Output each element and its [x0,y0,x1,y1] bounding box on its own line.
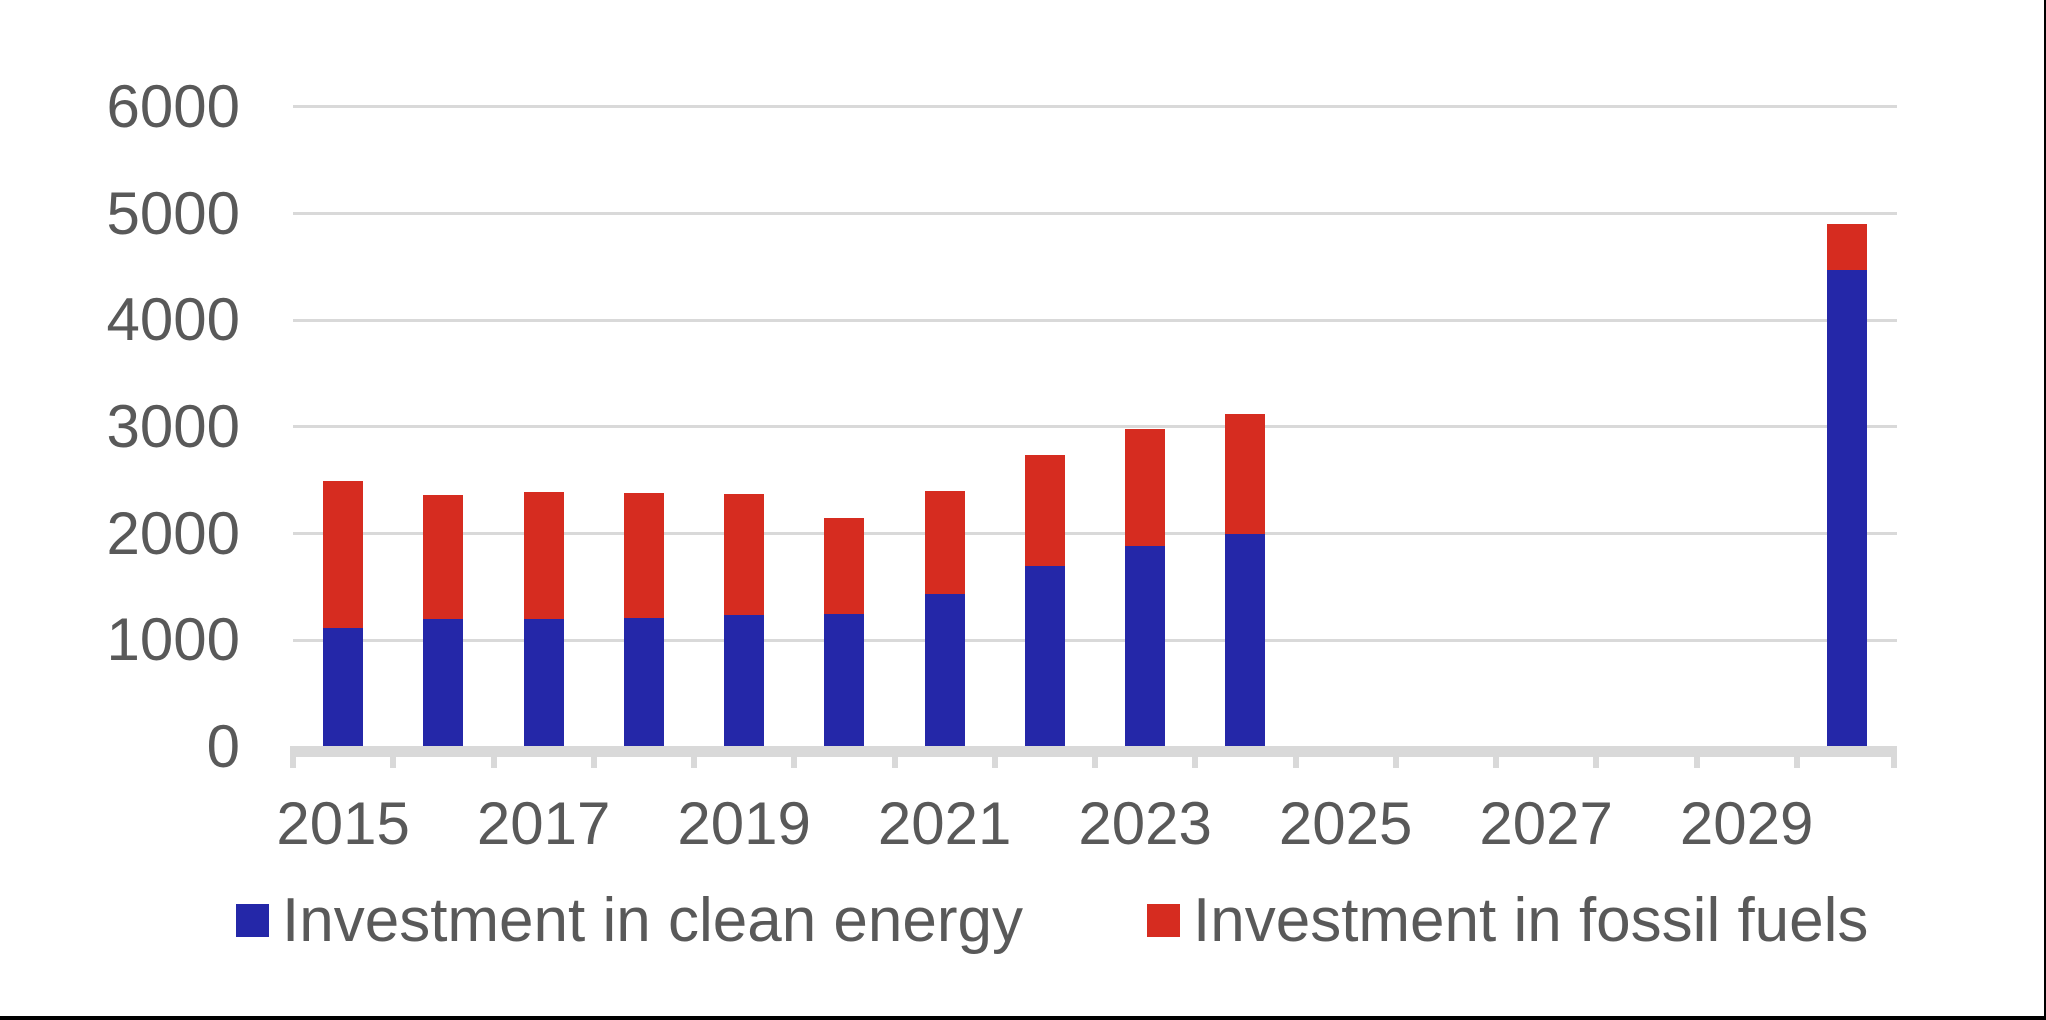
x-axis-tick [290,746,296,768]
y-axis-label-0: 0 [206,713,240,780]
gridline-5000 [293,212,1897,216]
gridline-2000 [293,532,1897,536]
y-axis-label-4000: 4000 [106,286,240,354]
bar-segment-2017-clean-energy [523,618,564,747]
y-axis-label-2000: 2000 [106,499,240,567]
gridline-3000 [293,425,1897,429]
x-axis-label-2029: 2029 [1679,790,1814,857]
x-axis-tick [1891,746,1897,768]
x-axis-tick [991,746,998,768]
x-axis-label-2023: 2023 [1078,790,1212,857]
bar-segment-2021-fossil-fuels [924,490,965,595]
y-axis-label-3000: 3000 [106,392,240,460]
screenshot-border-right [2044,0,2046,1020]
bar-segment-2024-clean-energy [1225,533,1266,747]
bar-segment-2030-fossil-fuels [1826,224,1867,271]
bar-segment-2016-fossil-fuels [423,495,464,619]
bar-segment-2015-clean-energy [323,627,364,747]
legend-label-clean-energy: Investment in clean energy [282,885,1023,955]
gridline-4000 [293,318,1897,322]
bar-segment-2023-clean-energy [1125,546,1166,747]
x-axis-tick [390,746,397,768]
bar-segment-2015-fossil-fuels [323,481,364,628]
gridline-6000 [293,105,1897,109]
bar-segment-2016-clean-energy [423,618,464,747]
x-axis-tick [490,746,497,768]
legend-item-fossil-fuels: Investment in fossil fuels [1147,885,1868,955]
bar-segment-2023-fossil-fuels [1125,429,1166,547]
bar-segment-2019-fossil-fuels [724,494,765,615]
x-axis-tick [1092,746,1098,768]
fossil-fuels-swatch-icon [1147,903,1180,937]
screenshot-border-bottom [0,1016,2046,1020]
bar-segment-2019-clean-energy [724,614,765,747]
bar-segment-2030-clean-energy [1826,270,1867,747]
x-axis-tick [590,746,597,768]
legend-label-fossil-fuels: Investment in fossil fuels [1193,885,1869,955]
legend-item-clean-energy: Investment in clean energy [236,885,1023,955]
bar-segment-2022-clean-energy [1024,565,1065,747]
y-axis-label-1000: 1000 [106,606,240,674]
x-axis-label-2027: 2027 [1479,790,1613,857]
y-axis-label-6000: 6000 [106,72,240,140]
clean-energy-swatch-icon [236,903,269,937]
x-axis-tick [1392,746,1399,768]
x-axis-tick [891,746,898,768]
y-axis-label-5000: 5000 [106,179,240,247]
bar-segment-2017-fossil-fuels [523,492,564,619]
x-axis-tick [791,746,798,768]
x-axis-tick [1292,746,1299,768]
bar-segment-2018-clean-energy [623,617,664,747]
x-axis-tick [1493,746,1499,768]
bar-segment-2021-clean-energy [924,594,965,747]
gridline-1000 [293,638,1897,642]
bar-segment-2020-clean-energy [824,613,865,747]
x-axis-tick [1192,746,1199,768]
bar-segment-2024-fossil-fuels [1225,414,1266,534]
x-axis-tick [1593,746,1600,768]
x-axis-tick [1693,746,1700,768]
x-axis-label-2021: 2021 [877,790,1012,857]
x-axis-label-2015: 2015 [276,790,410,857]
x-axis-tick [691,746,697,768]
x-axis-label-2019: 2019 [677,790,811,857]
bar-segment-2018-fossil-fuels [623,493,664,618]
bar-segment-2020-fossil-fuels [824,517,865,614]
x-axis-label-2017: 2017 [476,790,611,857]
x-axis-tick [1793,746,1800,768]
x-axis-label-2025: 2025 [1278,790,1413,857]
bar-segment-2022-fossil-fuels [1024,454,1065,566]
